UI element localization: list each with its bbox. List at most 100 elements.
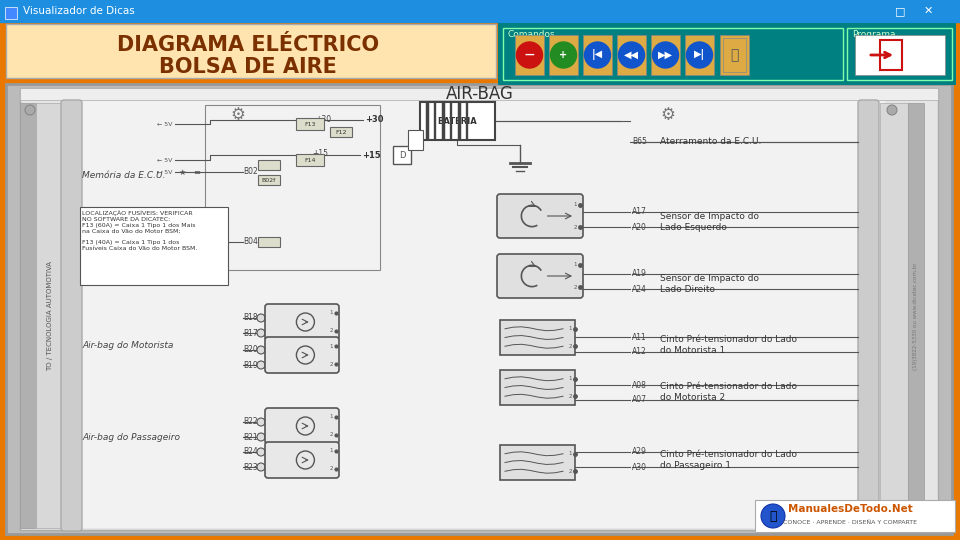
Text: 2: 2	[568, 469, 572, 474]
FancyBboxPatch shape	[497, 254, 583, 298]
Bar	[80, 207, 228, 285]
Bar	[0, 0, 960, 22]
Text: A19: A19	[632, 269, 647, 279]
Text: 2: 2	[329, 361, 333, 367]
Circle shape	[585, 42, 611, 68]
Bar	[549, 35, 578, 75]
Text: +30: +30	[365, 116, 383, 125]
Text: ★: ★	[179, 167, 185, 177]
Circle shape	[618, 42, 644, 68]
Text: B04: B04	[243, 238, 258, 246]
Bar	[205, 105, 380, 270]
Text: 1: 1	[568, 451, 572, 456]
Bar	[330, 127, 352, 137]
Text: BOLSA DE AIRE: BOLSA DE AIRE	[159, 57, 337, 77]
Text: Cinto Pré-tensionador do Lado
do Motorista 2: Cinto Pré-tensionador do Lado do Motoris…	[660, 382, 797, 402]
Bar	[5, 7, 17, 19]
Text: B22: B22	[243, 417, 257, 427]
Text: A17: A17	[632, 207, 647, 217]
Text: B17: B17	[243, 328, 257, 338]
Circle shape	[257, 329, 265, 337]
Text: A12: A12	[632, 348, 647, 356]
Text: B21: B21	[243, 433, 257, 442]
Text: B20: B20	[243, 346, 257, 354]
Bar	[408, 130, 423, 150]
Text: 1: 1	[329, 343, 333, 348]
Text: ⚙: ⚙	[230, 106, 246, 124]
Text: 1: 1	[329, 449, 333, 454]
Text: ← 5V: ← 5V	[156, 158, 172, 163]
Bar	[6, 24, 496, 78]
Text: B24: B24	[243, 448, 257, 456]
FancyBboxPatch shape	[61, 100, 82, 531]
Text: B23: B23	[243, 462, 257, 471]
Text: B18: B18	[243, 314, 257, 322]
Text: —: —	[524, 50, 535, 60]
Text: ◀◀: ◀◀	[624, 50, 639, 60]
Text: ← 5V: ← 5V	[156, 170, 172, 174]
FancyBboxPatch shape	[265, 304, 339, 340]
Text: ← 5V: ← 5V	[156, 240, 172, 245]
Text: 🖨: 🖨	[731, 48, 738, 62]
Bar	[908, 103, 924, 528]
Circle shape	[686, 42, 712, 68]
Text: DIAGRAMA ELÉCTRICO: DIAGRAMA ELÉCTRICO	[117, 35, 379, 55]
Text: Memória da E.C.U.: Memória da E.C.U.	[82, 171, 165, 179]
Bar	[503, 28, 843, 80]
Text: ▶|: ▶|	[694, 50, 705, 60]
Text: B02f: B02f	[262, 178, 276, 183]
Text: |◀: |◀	[592, 50, 603, 60]
Text: ≡: ≡	[194, 167, 201, 177]
Bar	[515, 35, 544, 75]
Text: A11: A11	[632, 333, 647, 341]
Text: B19: B19	[243, 361, 257, 369]
Text: LOCALIZAÇÃO FUSÍVEIS: VERIFICAR
NO SOFTWARE DA DICATEC:
F13 (60A) = Caixa 1 Tipo: LOCALIZAÇÃO FUSÍVEIS: VERIFICAR NO SOFTW…	[82, 210, 198, 251]
Bar	[847, 28, 952, 80]
Text: A20: A20	[632, 222, 647, 232]
Circle shape	[550, 42, 577, 68]
Bar	[258, 175, 280, 185]
Text: ← 5V: ← 5V	[156, 122, 172, 126]
Text: Cinto Pré-tensionador do Lado
do Passageiro 1: Cinto Pré-tensionador do Lado do Passage…	[660, 450, 797, 470]
Bar	[6, 84, 952, 534]
Circle shape	[257, 346, 265, 354]
Circle shape	[761, 504, 785, 528]
Bar	[755, 500, 955, 532]
Bar	[20, 88, 938, 530]
Text: +15: +15	[362, 151, 381, 159]
Text: B65: B65	[632, 138, 647, 146]
Bar	[855, 35, 945, 75]
Circle shape	[257, 314, 265, 322]
Circle shape	[257, 361, 265, 369]
Text: D: D	[398, 151, 405, 159]
Text: +30: +30	[315, 114, 331, 124]
Bar	[420, 102, 495, 140]
Circle shape	[653, 42, 679, 68]
FancyBboxPatch shape	[497, 194, 583, 238]
Bar	[583, 35, 612, 75]
Bar	[880, 40, 902, 70]
Text: □: □	[895, 6, 905, 16]
Bar	[500, 445, 575, 480]
Text: Sensor de Impacto do
Lado Direito: Sensor de Impacto do Lado Direito	[660, 274, 759, 294]
Text: 2: 2	[573, 225, 577, 230]
Text: Air-bag do Motorista: Air-bag do Motorista	[82, 341, 174, 349]
Text: A08: A08	[632, 381, 647, 389]
Text: A07: A07	[632, 395, 647, 404]
Text: BATERIA: BATERIA	[437, 117, 477, 125]
Text: Alimentação da E.C.U.: Alimentação da E.C.U.	[82, 238, 182, 246]
Bar	[723, 38, 746, 72]
Text: ⚙: ⚙	[660, 106, 676, 124]
Text: AIR-BAG: AIR-BAG	[446, 85, 514, 103]
Circle shape	[25, 105, 35, 115]
Bar	[498, 23, 956, 85]
Text: Cinto Pré-tensionador do Lado
do Motorista 1: Cinto Pré-tensionador do Lado do Motoris…	[660, 335, 797, 355]
FancyBboxPatch shape	[858, 100, 879, 531]
Circle shape	[516, 42, 542, 68]
Circle shape	[257, 463, 265, 471]
Text: TO / TECNOLOGIA AUTOMOTIVA: TO / TECNOLOGIA AUTOMOTIVA	[47, 261, 53, 371]
Bar	[393, 146, 411, 164]
Text: (19)3822-5330 ou www.dicatec.com.br: (19)3822-5330 ou www.dicatec.com.br	[914, 262, 919, 370]
Text: A29: A29	[632, 448, 647, 456]
Text: 1: 1	[573, 262, 577, 267]
